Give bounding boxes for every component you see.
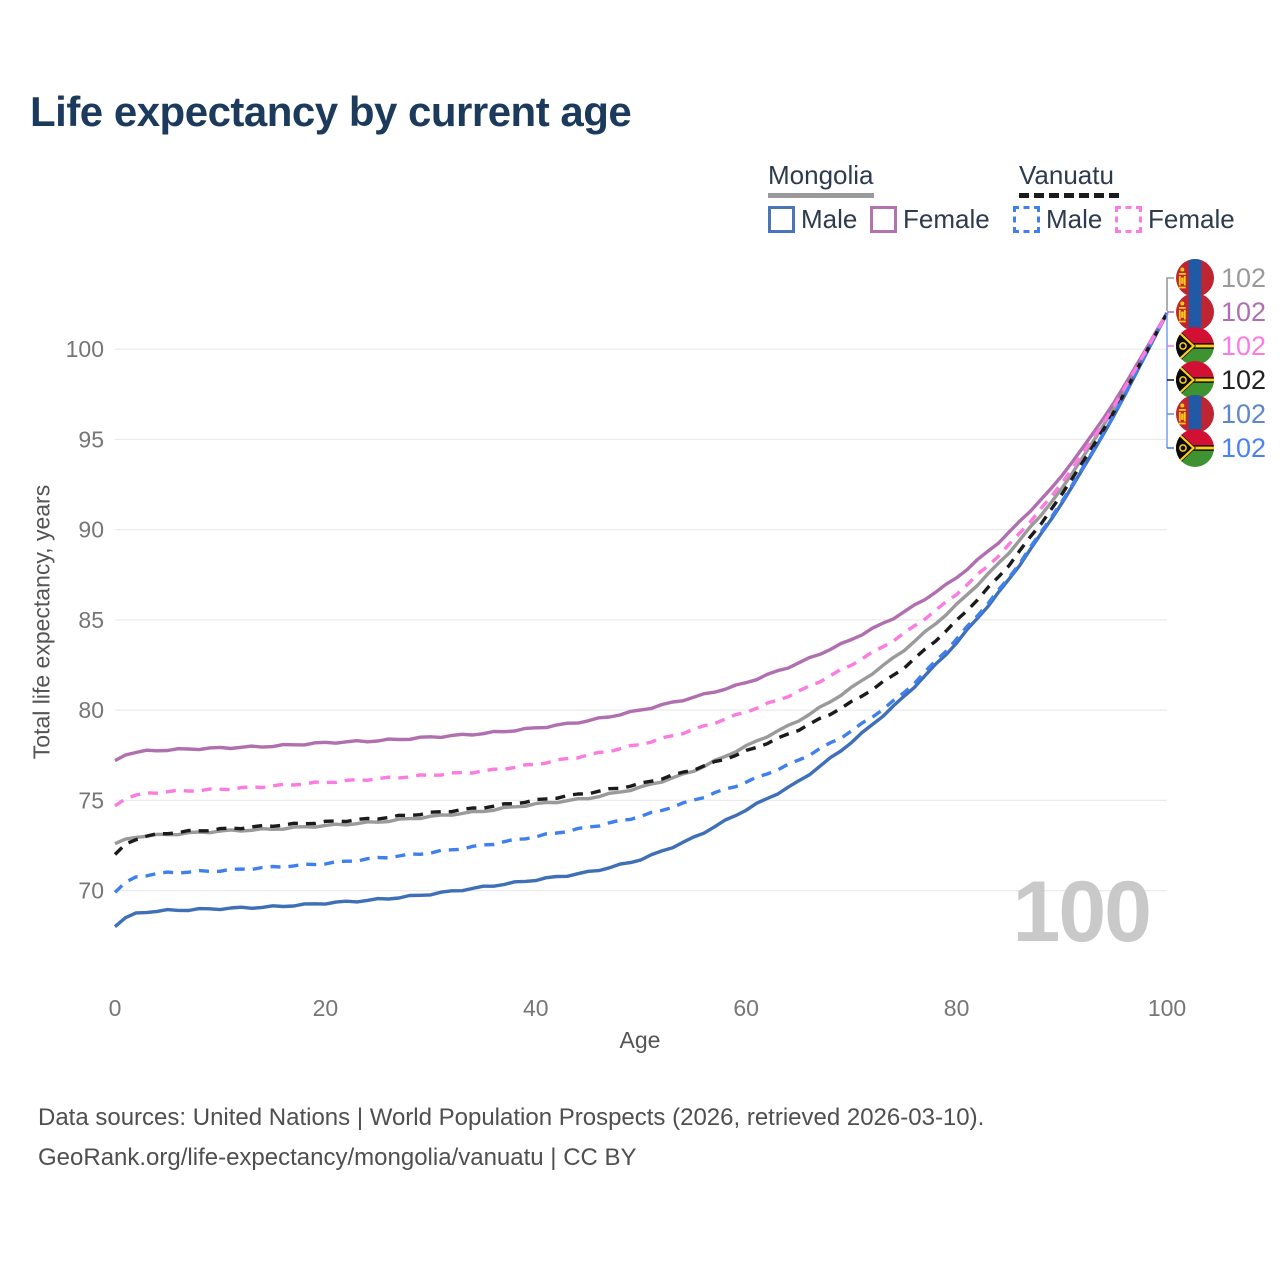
line-vanuatu-female[interactable] <box>114 312 1169 808</box>
legend-label-mongolia-female[interactable]: Female <box>903 204 990 234</box>
legend-swatch-vanuatu-male[interactable] <box>1013 206 1040 233</box>
legend-label-vanuatu-male[interactable]: Male <box>1046 204 1103 234</box>
y-tick-label: 85 <box>78 607 104 633</box>
y-tick-label: 90 <box>78 517 104 543</box>
mongolia-flag-icon <box>1176 395 1214 433</box>
end-value-label: 102 <box>1221 263 1266 293</box>
end-label-row-mongolia-female[interactable]: 102 <box>1176 293 1266 331</box>
legend-label-mongolia-male[interactable]: Male <box>801 204 858 234</box>
vanuatu-flag-icon <box>1176 429 1214 467</box>
x-axis-title: Age <box>620 1027 661 1053</box>
chart-plot-area: 70 75 80 85 90 95 100 100 0 20 40 60 80 100 Age 102 102 1… <box>66 259 1266 1053</box>
x-tick-label: 80 <box>944 995 970 1021</box>
end-label-row-mongolia-male[interactable]: 102 <box>1176 395 1266 433</box>
line-mongolia[interactable] <box>114 312 1169 846</box>
x-tick-label: 0 <box>109 995 122 1021</box>
legend-label-vanuatu-female[interactable]: Female <box>1148 204 1235 234</box>
end-value-label: 102 <box>1221 433 1266 463</box>
x-tick-label: 60 <box>733 995 759 1021</box>
legend-swatch-mongolia-female[interactable] <box>870 206 897 233</box>
end-value-label: 102 <box>1221 297 1266 327</box>
age-watermark: 100 <box>1013 864 1151 960</box>
footer-data-sources: Data sources: United Nations | World Pop… <box>38 1104 985 1131</box>
y-tick-label: 80 <box>78 697 104 723</box>
end-value-label: 102 <box>1221 331 1266 361</box>
leader-line <box>1166 277 1174 311</box>
end-label-row-mongolia[interactable]: 102 <box>1176 259 1266 297</box>
y-tick-label: 70 <box>78 878 104 904</box>
legend-underline-vanuatu <box>1019 193 1119 198</box>
x-tick-label: 40 <box>523 995 549 1021</box>
y-tick-label: 75 <box>78 787 104 813</box>
footer-attribution: GeoRank.org/life-expectancy/mongolia/van… <box>38 1144 637 1171</box>
legend-country-vanuatu[interactable]: Vanuatu <box>1019 160 1114 190</box>
y-tick-label: 100 <box>66 336 104 362</box>
legend-swatch-mongolia-male[interactable] <box>768 206 795 233</box>
legend-country-mongolia[interactable]: Mongolia <box>768 160 874 190</box>
x-tick-label: 100 <box>1148 995 1186 1021</box>
end-label-row-vanuatu[interactable]: 102 <box>1176 361 1266 399</box>
line-mongolia-female[interactable] <box>114 312 1169 763</box>
vanuatu-flag-icon <box>1176 327 1214 365</box>
line-vanuatu-male[interactable] <box>113 312 1169 894</box>
x-tick-label: 20 <box>313 995 339 1021</box>
y-tick-label: 95 <box>78 426 104 452</box>
end-label-row-vanuatu-female[interactable]: 102 <box>1176 327 1266 365</box>
end-value-label: 102 <box>1221 399 1266 429</box>
end-label-row-vanuatu-male[interactable]: 102 <box>1176 429 1266 467</box>
mongolia-flag-icon <box>1176 259 1214 297</box>
mongolia-flag-icon <box>1176 293 1214 331</box>
line-vanuatu[interactable] <box>113 312 1169 856</box>
legend-swatch-vanuatu-female[interactable] <box>1115 206 1142 233</box>
end-value-label: 102 <box>1221 365 1266 395</box>
legend-underline-mongolia <box>768 193 874 198</box>
vanuatu-flag-icon <box>1176 361 1214 399</box>
page-title: Life expectancy by current age <box>30 88 632 135</box>
